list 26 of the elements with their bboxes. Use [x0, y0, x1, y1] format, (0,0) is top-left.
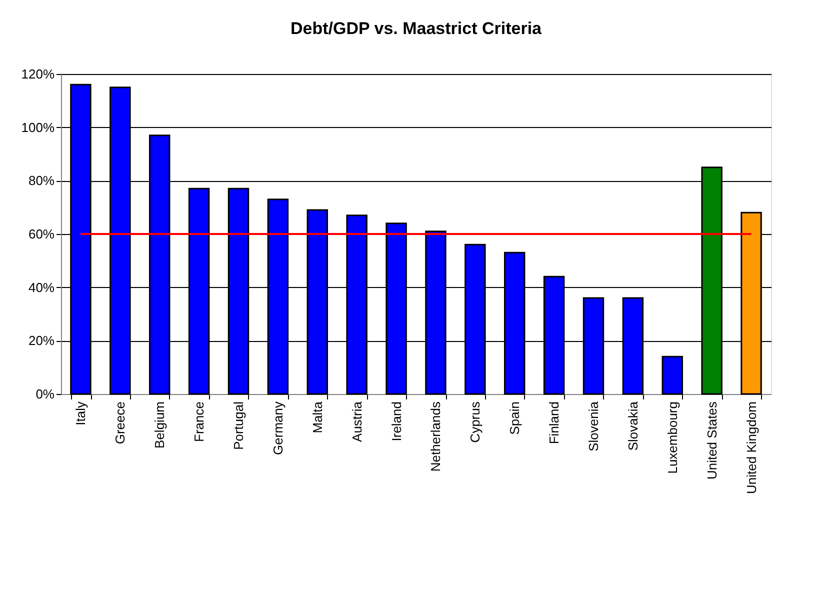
x-tick-label: Ireland [388, 402, 404, 442]
y-tick-label: 0% [36, 386, 55, 402]
y-tick-label: 100% [21, 120, 55, 135]
y-tick-label: 40% [28, 280, 55, 295]
x-tick-label: Luxembourg [664, 402, 680, 474]
x-tick-label: United Kingdom [744, 402, 759, 494]
x-tick-label: Spain [507, 402, 522, 435]
x-tick-label: United States [704, 401, 720, 480]
x-tick-label: Austria [349, 400, 364, 442]
x-tick-label: Netherlands [428, 401, 444, 472]
y-tick-label: 80% [28, 173, 55, 188]
y-tick-label: 20% [28, 333, 55, 348]
x-tick-label: Malta [310, 400, 325, 434]
x-tick-label: Greece [112, 402, 128, 444]
y-tick-label: 120% [21, 66, 55, 82]
x-tick-label: Portugal [231, 401, 246, 450]
x-tick-label: France [192, 402, 207, 442]
x-tick-label: Germany [270, 401, 286, 455]
x-tick-label: Cyprus [468, 401, 483, 443]
chart-title: Debt/GDP vs. Maastrict Criteria [290, 19, 542, 38]
x-tick-label: Finland [546, 402, 562, 444]
y-tick-label: 60% [28, 226, 55, 242]
x-tick-label: Italy [73, 401, 88, 426]
x-tick-label: Slovakia [625, 400, 640, 451]
x-tick-label: Belgium [152, 402, 168, 448]
x-tick-label: Slovenia [586, 400, 601, 452]
